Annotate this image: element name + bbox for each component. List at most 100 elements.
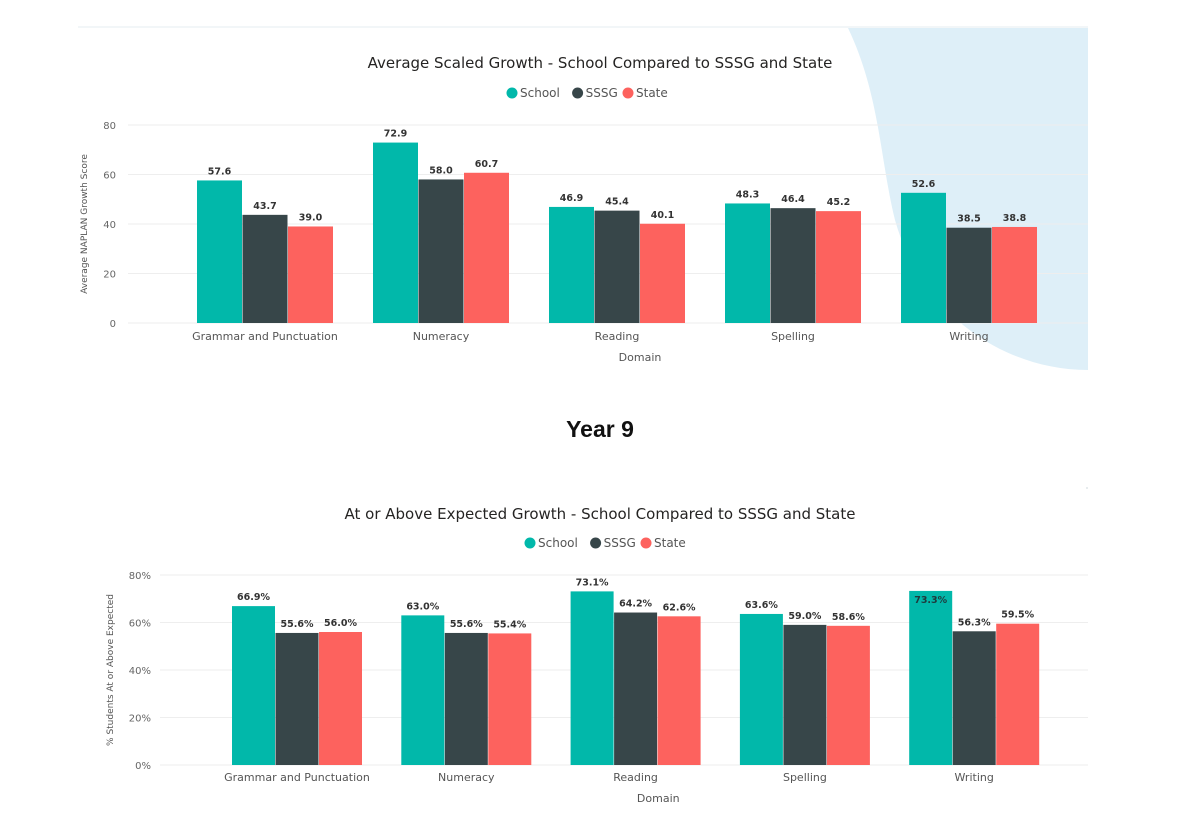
x-tick-label: Numeracy <box>438 771 495 784</box>
x-tick-label: Writing <box>949 330 988 343</box>
bar-school <box>373 142 418 323</box>
bar-sssg <box>783 624 827 765</box>
data-label: 39.0 <box>299 212 323 223</box>
chart-1: Average Scaled Growth - School Compared … <box>80 54 1088 364</box>
legend-swatch <box>572 87 584 99</box>
bar-school <box>901 192 946 323</box>
x-tick-label: Reading <box>613 771 658 784</box>
y-tick-label: 40% <box>129 666 151 677</box>
bar-school <box>232 606 275 765</box>
bar-sssg <box>594 210 640 323</box>
bar-sssg <box>242 214 288 323</box>
legend-item-state: State <box>640 536 686 550</box>
data-label: 59.5% <box>1001 610 1034 621</box>
data-label: 55.4% <box>493 619 526 630</box>
data-label: 59.0% <box>788 611 821 622</box>
data-label: 66.9% <box>237 592 270 603</box>
data-label: 48.3 <box>736 189 759 200</box>
legend-swatch <box>622 87 634 99</box>
legend-swatch <box>640 537 652 549</box>
data-label: 40.1 <box>651 210 674 221</box>
data-label: 58.0 <box>429 165 453 176</box>
data-label: 45.4 <box>605 197 629 208</box>
bar-sssg <box>952 631 996 765</box>
bar-sssg <box>418 179 464 323</box>
bar-state <box>816 211 861 323</box>
y-tick-label: 60 <box>103 171 116 182</box>
x-tick-label: Spelling <box>783 771 827 784</box>
data-label: 55.6% <box>281 619 314 630</box>
x-tick-label: Grammar and Punctuation <box>224 771 370 784</box>
data-label: 60.7 <box>475 159 498 170</box>
x-tick-label: Numeracy <box>413 330 470 343</box>
x-tick-label: Writing <box>955 771 994 784</box>
data-label: 63.6% <box>745 600 778 611</box>
section-heading: Year 9 <box>566 416 634 442</box>
bar-school <box>725 203 770 323</box>
y-tick-label: 80% <box>129 571 151 582</box>
x-axis-label: Domain <box>637 792 680 805</box>
data-label: 56.0% <box>324 618 357 629</box>
bar-sssg <box>946 227 992 323</box>
bar-state <box>488 633 532 765</box>
bar-state <box>826 625 870 765</box>
y-axis-label: Average NAPLAN Growth Score <box>80 154 90 294</box>
data-label: 56.3% <box>958 617 991 628</box>
bar-school <box>909 590 953 765</box>
x-tick-label: Grammar and Punctuation <box>192 330 338 343</box>
bar-school <box>197 180 242 323</box>
data-label: 46.4 <box>781 194 805 205</box>
bar-state <box>288 226 333 323</box>
bar-school <box>549 206 594 323</box>
data-label: 46.9 <box>560 193 583 204</box>
legend-swatch <box>590 537 602 549</box>
legend-label: School <box>538 536 578 550</box>
data-label: 55.6% <box>450 619 483 630</box>
y-tick-label: 0 <box>110 319 116 330</box>
legend-item-sssg: SSSG <box>572 86 618 100</box>
chart-2: At or Above Expected Growth - School Com… <box>106 505 1088 805</box>
legend-label: SSSG <box>586 86 618 100</box>
data-label: 58.6% <box>832 612 865 623</box>
data-label: 62.6% <box>663 602 696 613</box>
legend-swatch <box>524 537 536 549</box>
data-label: 43.7 <box>253 201 276 212</box>
bar-state <box>640 223 685 323</box>
legend-item-school: School <box>506 86 560 100</box>
y-tick-label: 40 <box>103 220 116 231</box>
y-axis-label: % Students At or Above Expected <box>106 594 116 746</box>
bar-school <box>739 613 783 765</box>
x-axis-label: Domain <box>619 351 662 364</box>
data-label: 64.2% <box>619 599 652 610</box>
chart-title: At or Above Expected Growth - School Com… <box>345 505 856 523</box>
chart-title: Average Scaled Growth - School Compared … <box>368 54 833 72</box>
y-tick-label: 20% <box>129 714 151 725</box>
bar-sssg <box>770 208 816 323</box>
legend-label: State <box>654 536 686 550</box>
x-tick-label: Reading <box>595 330 640 343</box>
data-label: 72.9 <box>384 129 407 140</box>
bar-state <box>464 172 509 323</box>
bar-state <box>996 623 1040 765</box>
bar-school <box>401 615 445 765</box>
data-label: 73.3% <box>914 595 947 606</box>
legend-label: State <box>636 86 668 100</box>
bar-state <box>319 632 362 765</box>
y-tick-label: 20 <box>103 270 116 281</box>
legend-item-school: School <box>524 536 578 550</box>
bar-school <box>570 591 614 765</box>
x-tick-label: Spelling <box>771 330 815 343</box>
data-label: 38.8 <box>1003 213 1027 224</box>
bar-sssg <box>614 612 658 765</box>
y-tick-label: 0% <box>135 761 151 772</box>
legend-label: SSSG <box>604 536 636 550</box>
y-tick-label: 60% <box>129 619 151 630</box>
data-label: 52.6 <box>912 179 936 190</box>
data-label: 45.2 <box>827 197 850 208</box>
legend-item-state: State <box>622 86 668 100</box>
data-label: 63.0% <box>406 601 439 612</box>
bar-sssg <box>275 632 319 765</box>
bar-sssg <box>444 632 488 765</box>
data-label: 38.5 <box>957 214 980 225</box>
